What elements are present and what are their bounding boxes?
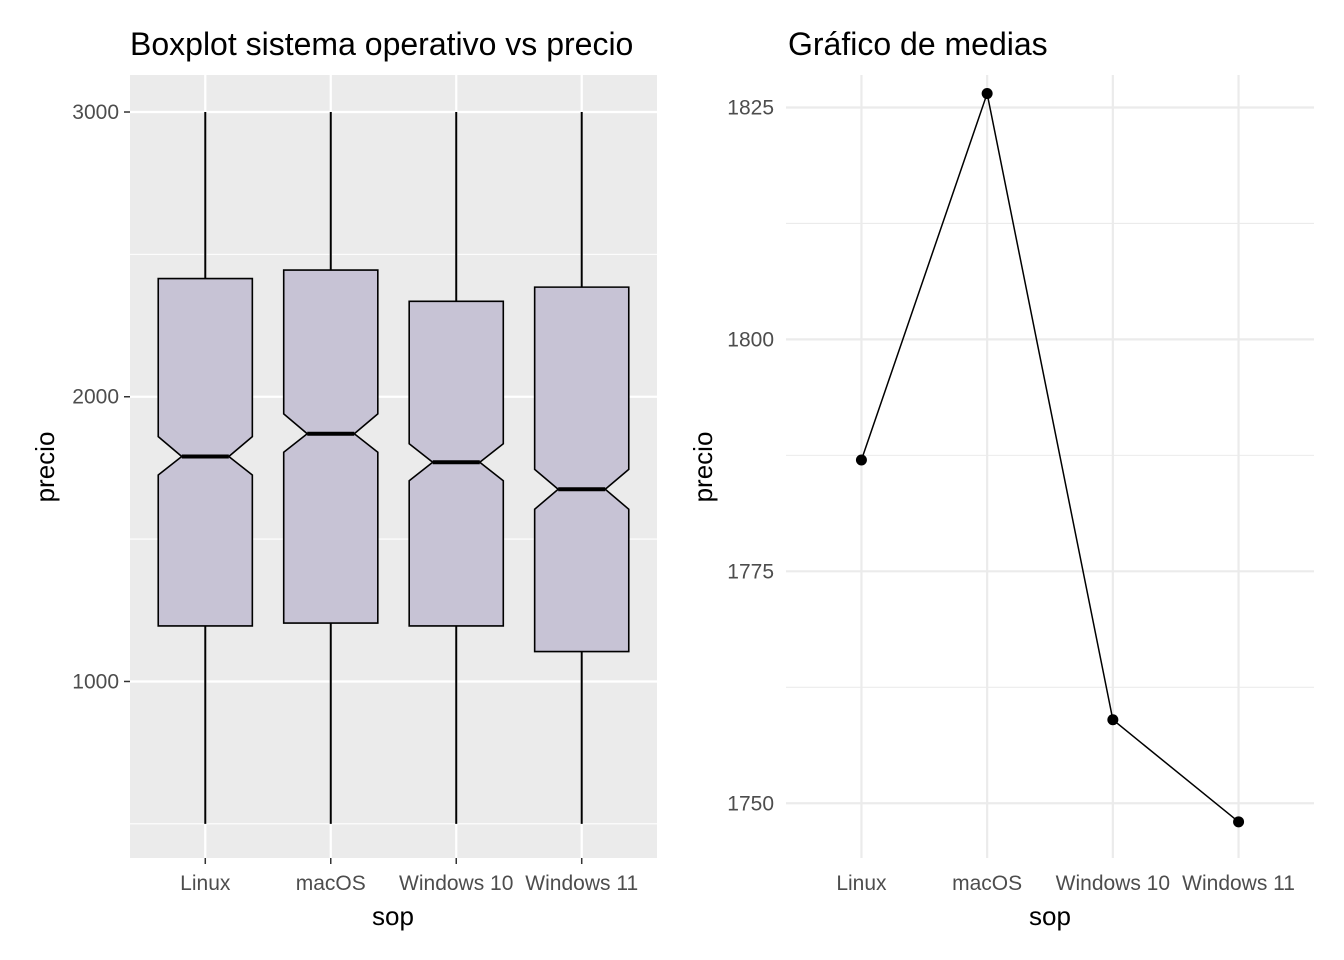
box-body [533, 286, 630, 653]
mean-point-linux [855, 454, 867, 466]
boxplot-y-ticks: 1000 2000 3000 [72, 101, 130, 693]
tick-label-x: Linux [180, 872, 231, 895]
tick-label-x: Linux [836, 872, 887, 895]
tick-label-y: 1750 [727, 792, 774, 815]
boxplot-title: Boxplot sistema operativo vs precio [130, 26, 633, 62]
means-x-axis-title: sop [1029, 901, 1071, 931]
means-title: Gráfico de medias [788, 26, 1048, 62]
tick-label-y: 3000 [72, 101, 119, 124]
tick-label-x: Windows 11 [525, 872, 638, 895]
boxplot-x-axis-title: sop [372, 901, 414, 931]
means-y-ticks: 1750 1775 1800 1825 [727, 96, 774, 815]
tick-label-x: macOS [952, 872, 1022, 895]
tick-label-x: Windows 10 [399, 872, 513, 895]
box-macos [282, 112, 379, 824]
means-line [860, 90, 1240, 823]
tick-label-y: 1800 [727, 328, 774, 351]
means-points [855, 88, 1245, 828]
tick-label-y: 1775 [727, 560, 774, 583]
box-windows-11 [533, 112, 630, 824]
boxplot-boxes [157, 112, 630, 824]
box-windows-10 [408, 112, 505, 824]
mean-point-windows-11 [1233, 816, 1245, 828]
mean-point-windows-10 [1107, 714, 1119, 726]
box-body [282, 269, 379, 624]
means-series-line [860, 90, 1240, 823]
mean-point-macos [981, 88, 993, 100]
means-y-axis-title: precio [688, 432, 718, 503]
box-body [157, 277, 254, 627]
boxplot-x-ticks: Linux macOS Windows 10 Windows 11 [180, 858, 638, 895]
tick-label-x: Windows 10 [1056, 872, 1170, 895]
tick-label-y: 2000 [72, 386, 119, 409]
tick-label-x: macOS [296, 872, 366, 895]
means-chart: Gráfico de medias 1750 1775 1800 1825 Linux… [688, 26, 1314, 931]
tick-label-y: 1000 [72, 670, 119, 693]
means-grid [786, 75, 1314, 858]
means-x-ticks: Linux macOS Windows 10 Windows 11 [836, 872, 1295, 895]
tick-label-y: 1825 [727, 96, 774, 119]
boxplot-chart: Boxplot sistema operativo vs precio 1000… [30, 26, 657, 931]
boxplot-y-axis-title: precio [30, 432, 60, 503]
tick-label-x: Windows 11 [1182, 872, 1295, 895]
box-linux [157, 112, 254, 824]
